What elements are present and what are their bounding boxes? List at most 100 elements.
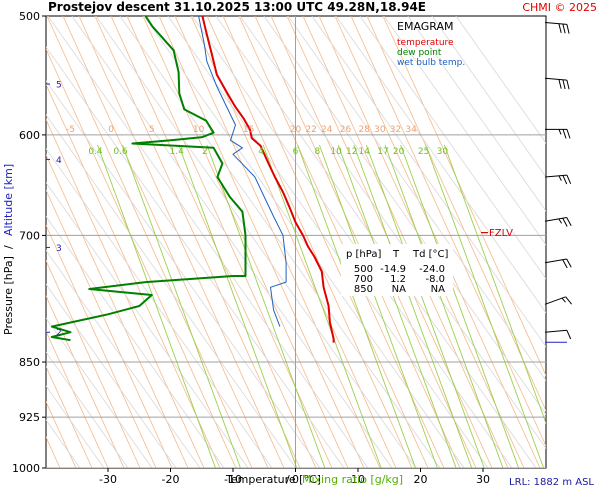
mixing-ratio-label: 4 [258, 147, 264, 157]
legend-title: EMAGRAM [397, 20, 454, 33]
dry-adiabat-line [46, 295, 125, 468]
table-cell: 850 [354, 284, 373, 295]
wind-barb-staff [544, 296, 566, 305]
wind-barb-staff [544, 329, 567, 333]
altitude-tick-label: 4 [56, 156, 62, 166]
dry-adiabat-label: 20 [290, 125, 302, 135]
dry-adiabat-line [222, 16, 429, 468]
legend-wet-bulb: wet bulb temp. [397, 58, 465, 68]
y-axis-title: Pressure [hPa] / Altitude [km] [2, 164, 15, 335]
y-axis-title-separator: / [2, 245, 15, 249]
table-cell: -8.0 [425, 274, 445, 285]
dry-adiabat-line [366, 16, 546, 412]
moist-adiabat-line [46, 114, 297, 468]
levels-table: p [hPa] T Td [°C] 500 -14.9 -24.0 700 1.… [341, 244, 453, 296]
freezing-level-label: FZLV [489, 228, 513, 239]
x-axis-title-temperature: Temperature [°C] [225, 473, 321, 486]
table-header-td: Td [°C] [412, 249, 449, 260]
dry-adiabat-label: 5 [149, 125, 155, 135]
moist-adiabat-line [143, 16, 465, 468]
moist-adiabat-line [95, 16, 417, 468]
temperature-line [201, 16, 335, 343]
temperature-tick-label: 10 [351, 473, 365, 486]
dry-adiabat-label: 15 [243, 125, 254, 135]
dry-adiabat-label: 30 [374, 125, 386, 135]
dry-adiabat-line [46, 224, 157, 468]
guide-line-labels: -5 0 5 10 15 20 22 24 26 28 30 32 340.4 0.6 1.4 2 4 6 8 10 1… [66, 125, 448, 157]
wind-barb-flag [565, 296, 572, 305]
mixing-ratio-label: 14 [359, 147, 371, 157]
mixing-ratio-label: 2 [202, 147, 208, 157]
moist-adiabat-line [167, 16, 489, 468]
moist-adiabat-line [46, 215, 225, 468]
wind-barb-flag [562, 259, 568, 269]
temperature-tick-label: -30 [99, 473, 117, 486]
x-axis-title-separator: / [286, 473, 290, 486]
dry-adiabat-line [158, 16, 365, 468]
wind-barb-staff [544, 77, 567, 81]
freezing-level-marker: FZLV [481, 228, 513, 239]
moist-adiabat-line [359, 16, 546, 280]
wind-barb-flag [562, 175, 568, 185]
wind-barb-flag [562, 217, 568, 227]
temperature-tick-label: -10 [224, 473, 242, 486]
altitude-tick-label: 5 [56, 81, 62, 91]
mixing-ratio-line [400, 144, 520, 468]
wind-barb-flag [566, 129, 571, 139]
dry-adiabat-line [334, 16, 541, 468]
wind-barb-half-flag [558, 218, 563, 224]
dry-adiabat-label: 28 [359, 125, 371, 135]
moist-adiabat-line [311, 16, 546, 348]
moist-adiabat-line [431, 16, 546, 178]
table-cell: -24.0 [419, 264, 445, 275]
dry-adiabat-label: 10 [193, 125, 205, 135]
dry-adiabat-line [110, 16, 317, 468]
wind-barb [544, 329, 572, 343]
dry-adiabat-line [46, 330, 109, 468]
mixing-ratio-label: 25 [418, 147, 429, 157]
dry-adiabat-line [46, 118, 205, 468]
table-cell: -14.9 [380, 264, 406, 275]
pressure-tick-label: 1000 [12, 462, 40, 475]
dry-adiabat-line [94, 16, 301, 468]
wind-barb-flag [566, 174, 572, 185]
dry-adiabat-label: 22 [305, 125, 316, 135]
mixing-ratio-line [206, 144, 326, 468]
moist-adiabat-line [335, 16, 546, 314]
moist-adiabat-line [47, 16, 369, 468]
moist-adiabat-line [46, 385, 105, 468]
wind-barbs [544, 22, 572, 343]
moist-adiabat-line [287, 16, 546, 382]
wind-barb-flag [562, 23, 566, 34]
altitude-tick-label: 3 [56, 244, 62, 254]
dry-adiabat-label: 24 [321, 125, 333, 135]
moist-adiabat-line [46, 181, 249, 468]
mixing-ratio-label: 17 [377, 147, 388, 157]
table-header-p: p [hPa] [346, 249, 381, 260]
dry-adiabat-line [46, 189, 173, 468]
temperature-tick-label: -20 [162, 473, 180, 486]
mixing-ratio-label: 0.6 [113, 147, 128, 157]
mixing-ratio-label: 8 [315, 147, 321, 157]
wind-barb-flag [566, 330, 572, 340]
mixing-ratio-label: 12 [346, 147, 357, 157]
table-cell: 1.2 [390, 274, 406, 285]
mixing-ratio-label: 10 [330, 147, 342, 157]
dry-adiabat-line [46, 83, 221, 468]
pressure-tick-label: 600 [19, 129, 40, 142]
wind-barb [544, 296, 572, 305]
moist-adiabat-line [71, 16, 393, 468]
moist-adiabat-line [46, 317, 153, 468]
wind-barb-flag [558, 79, 562, 89]
mixing-ratio-label: 30 [437, 147, 449, 157]
mixing-ratio-line [337, 144, 457, 468]
pressure-tick-label: 850 [19, 356, 40, 369]
moist-adiabat-line [407, 16, 546, 212]
wind-barb-half-flag [558, 175, 562, 181]
table-cell: 500 [354, 264, 373, 275]
moist-adiabat-line [191, 16, 513, 468]
wind-barb-half-flag [558, 129, 562, 135]
moist-adiabat-line [46, 351, 129, 468]
dry-adiabat-label: 26 [340, 125, 352, 135]
